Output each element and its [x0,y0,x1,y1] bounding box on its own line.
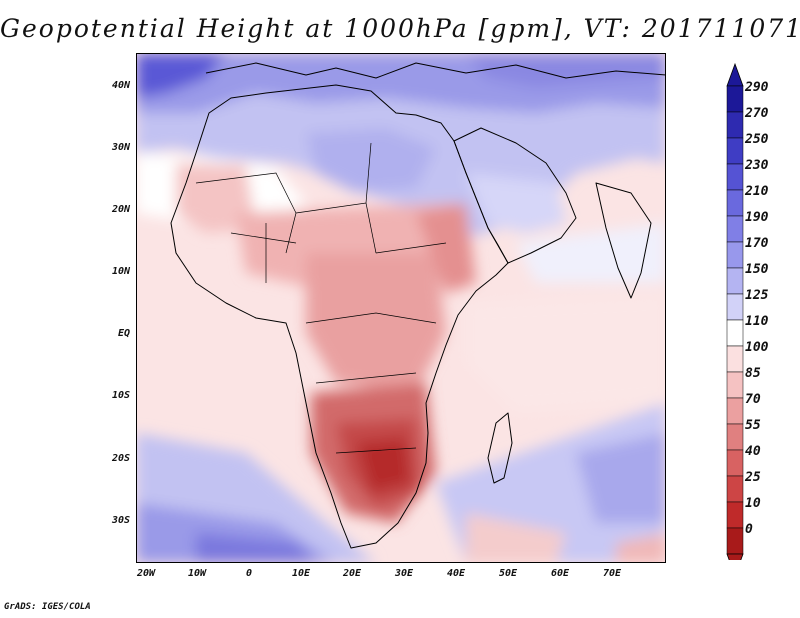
colorbar-segment [726,423,744,451]
colorbar-segment [726,527,744,555]
colorbar-segment [726,293,744,321]
lat-label-20n: 20N [111,204,130,215]
colorbar-label-100: 100 [745,340,769,355]
colorbar-label-270: 270 [745,106,769,121]
africa-coastline [170,84,509,549]
map-title: Geopotential Height at 1000hPa [gpm], VT… [0,14,800,43]
colorbar-label-110: 110 [745,314,769,329]
colorbar-label-70: 70 [745,392,761,407]
colorbar-label-55: 55 [745,418,761,433]
lon-label-70e: 70E [602,568,622,579]
lon-label-30e: 30E [394,568,414,579]
colorbar-segment [726,267,744,295]
colorbar-segment [726,449,744,477]
colorbar-segment [726,319,744,347]
lat-label-10n: 10N [111,266,130,277]
colorbar-label-290: 290 [745,80,769,95]
lat-label-30n: 30N [111,142,130,153]
colorbar-segment [726,137,744,165]
india-coastline [595,182,652,299]
colorbar-label-190: 190 [745,210,769,225]
geopotential-height-map [136,53,666,563]
colorbar-top-arrow [726,62,744,87]
lat-label-40n: 40N [111,80,130,91]
colorbar [726,62,744,560]
country-borders [195,142,447,454]
lon-label-10w: 10W [187,568,207,579]
grads-credit: GrADS: IGES/COLA [4,602,91,612]
colorbar-label-170: 170 [745,236,769,251]
madagascar-coastline [487,412,513,484]
colorbar-label-150: 150 [745,262,769,277]
colorbar-segment [726,371,744,399]
lat-label-20s: 20S [111,453,130,464]
lat-label-10s: 10S [111,390,130,401]
colorbar-label-230: 230 [745,158,769,173]
colorbar-segment [726,501,744,529]
lon-label-50e: 50E [498,568,518,579]
colorbar-label-250: 250 [745,132,769,147]
colorbar-label-210: 210 [745,184,769,199]
colorbar-bottom-arrow [726,553,744,560]
colorbar-label-125: 125 [745,288,769,303]
lon-label-20w: 20W [136,568,156,579]
lon-label-20e: 20E [342,568,362,579]
lon-label-40e: 40E [446,568,466,579]
lon-label-10e: 10E [291,568,311,579]
colorbar-label-0: 0 [745,522,753,537]
colorbar-label-25: 25 [745,470,761,485]
colorbar-segment [726,189,744,217]
colorbar-segment [726,215,744,243]
colorbar-segment [726,163,744,191]
lon-label-0: 0 [245,568,253,579]
colorbar-label-40: 40 [745,444,761,459]
arabia-coastline [453,127,577,264]
colorbar-segment [726,345,744,373]
colorbar-segment [726,111,744,139]
colorbar-segment [726,397,744,425]
colorbar-segment [726,85,744,113]
colorbar-label-85: 85 [745,366,761,381]
colorbar-segment [726,475,744,503]
europe-coastline [205,62,666,79]
lat-label-30s: 30S [111,515,130,526]
lat-label-eq: EQ [117,328,130,339]
colorbar-segment [726,241,744,269]
lon-label-60e: 60E [550,568,570,579]
colorbar-label-10: 10 [745,496,761,511]
